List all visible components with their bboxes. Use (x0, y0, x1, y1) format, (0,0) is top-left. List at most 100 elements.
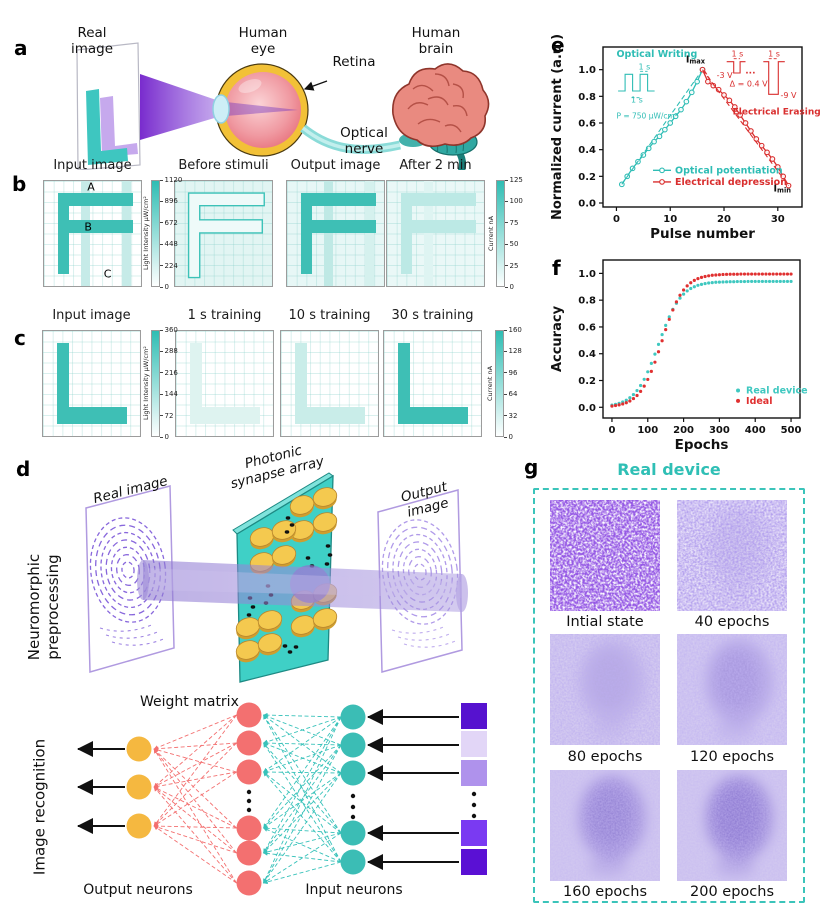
chart-annotation: Optical Writing (616, 49, 697, 60)
hidden-neuron (236, 730, 262, 756)
chart-annotation: 1 s (631, 96, 643, 105)
colorbar: Current nA 160 128 96 64 32 0 (485, 326, 532, 441)
input-neurons-label: Input neurons (305, 882, 403, 898)
colorbar-ticks: 160 128 96 64 32 0 (504, 326, 532, 441)
svg-text:0.2: 0.2 (578, 172, 596, 183)
svg-text:1.0: 1.0 (578, 65, 596, 76)
svg-text:0.6: 0.6 (578, 119, 596, 130)
colorbar-tick: 128 (504, 347, 522, 355)
chart-annotation: Δ = 0.4 V (730, 80, 769, 89)
heatmap-image (286, 180, 385, 287)
heatmap-image: A B C (43, 180, 142, 287)
output-neurons-label: Output neurons (83, 882, 193, 898)
chart-annotation: 1 s (639, 62, 651, 71)
legend-entry: Ideal (746, 396, 772, 407)
panel-label-a: a (14, 36, 28, 60)
panel-label-b: b (12, 172, 27, 196)
epoch-label: 160 epochs (563, 884, 647, 900)
panel-label-c: c (14, 326, 26, 350)
colorbar-ticks: 1120 896 672 448 224 0 (160, 176, 188, 291)
colorbar: Light Intensity μW/cm² 1120 896 672 448 224 0 (141, 176, 188, 291)
hidden-neuron (236, 702, 262, 728)
heatmap-image (42, 330, 141, 437)
input-pixel (461, 760, 487, 786)
hidden-neuron (236, 759, 262, 785)
svg-text:20: 20 (717, 214, 731, 225)
colorbar-tick: 224 (160, 262, 178, 270)
panel-a-illustration (76, 42, 490, 170)
epoch-image (677, 500, 787, 611)
heatmap-cell-block (56, 342, 70, 425)
heatmap-cell-block (80, 181, 91, 286)
real-image-frame (76, 42, 141, 170)
colorbar-tick: 96 (504, 369, 517, 377)
heatmap-cell-block (400, 193, 412, 275)
colorbar-tick: 144 (160, 390, 178, 398)
colorbar-tick: 216 (160, 369, 178, 377)
heatmap-cell-block (397, 342, 411, 425)
heatmap-image (174, 180, 273, 287)
svg-text:0.8: 0.8 (578, 92, 596, 103)
lens (212, 94, 230, 124)
colorbar-tick: 32 (504, 412, 517, 420)
image-title: 30 s training (391, 308, 474, 323)
light-path-in-eye (226, 102, 298, 116)
chart-annotation: Imin (773, 184, 791, 195)
region-annotation: C (103, 267, 112, 281)
heatmap-cell-block (323, 181, 334, 286)
epoch-image (550, 770, 660, 881)
letter-outline (175, 181, 272, 286)
colorbar-tick: 0 (160, 283, 169, 291)
colorbar: Current nA 125 100 75 50 25 0 (486, 176, 533, 291)
image-title: 1 s training (187, 308, 262, 323)
heatmap-cell-block (397, 407, 469, 425)
input-pixel (461, 820, 487, 846)
epoch-label: Intial state (566, 614, 644, 630)
colorbar-tick: 25 (505, 262, 518, 270)
region-annotation: B (84, 220, 92, 234)
colorbar-tick: 0 (160, 433, 169, 441)
colorbar-gradient (151, 180, 160, 287)
epoch-label: 80 epochs (567, 749, 643, 765)
svg-text:300: 300 (709, 425, 730, 436)
epoch-image (550, 500, 660, 611)
noise-image (550, 500, 660, 611)
heatmap-cell-block (364, 181, 375, 286)
heatmap-cell-block (423, 181, 434, 286)
brain (392, 63, 490, 170)
colorbar: Light Intensity μW/cm² 360 288 216 144 72 0 (141, 326, 188, 441)
neural-network-diagram (77, 702, 487, 896)
colorbar-tick: 896 (160, 197, 178, 205)
input-neuron (340, 732, 366, 758)
neuromorphic-preprocessing-label: Neuromorphic preprocessing (25, 553, 62, 661)
heatmap-cell-block (57, 193, 69, 275)
panel-label-d: d (16, 457, 31, 481)
panel-label-e: e (551, 33, 565, 57)
real-image-label: Real image (70, 25, 114, 57)
svg-text:Accuracy: Accuracy (550, 305, 565, 372)
retina-arrow (303, 80, 328, 91)
epoch-image (550, 634, 660, 745)
epoch-label: 120 epochs (690, 749, 774, 765)
svg-text:0.0: 0.0 (578, 403, 596, 414)
colorbar-tick: 0 (504, 433, 513, 441)
human-brain-label: Human brain (411, 25, 461, 57)
output-neuron (126, 736, 152, 762)
heatmap-cell-block (400, 219, 477, 234)
heatmap-cell-block (57, 219, 134, 234)
legend-entry: Real device (746, 386, 808, 397)
heatmap-cell-block (300, 219, 377, 234)
panel-label-f: f (552, 256, 561, 280)
noise-image (677, 500, 787, 611)
svg-text:0.2: 0.2 (578, 376, 596, 387)
svg-text:0.4: 0.4 (578, 145, 596, 156)
chart-annotation: P = 750 μW/cm² (616, 111, 677, 120)
image-title: Output image (290, 158, 381, 173)
heatmap-cell-block (56, 407, 128, 425)
heatmap-cell-block (294, 407, 366, 425)
svg-text:100: 100 (637, 425, 658, 436)
noise-image (550, 770, 660, 881)
chart-annotation: ... (745, 66, 755, 76)
chart-pulse-number: 0 10 20 30 0.0 0.2 0.4 0.6 0.8 1.0 Pulse number Nor… (550, 34, 821, 240)
